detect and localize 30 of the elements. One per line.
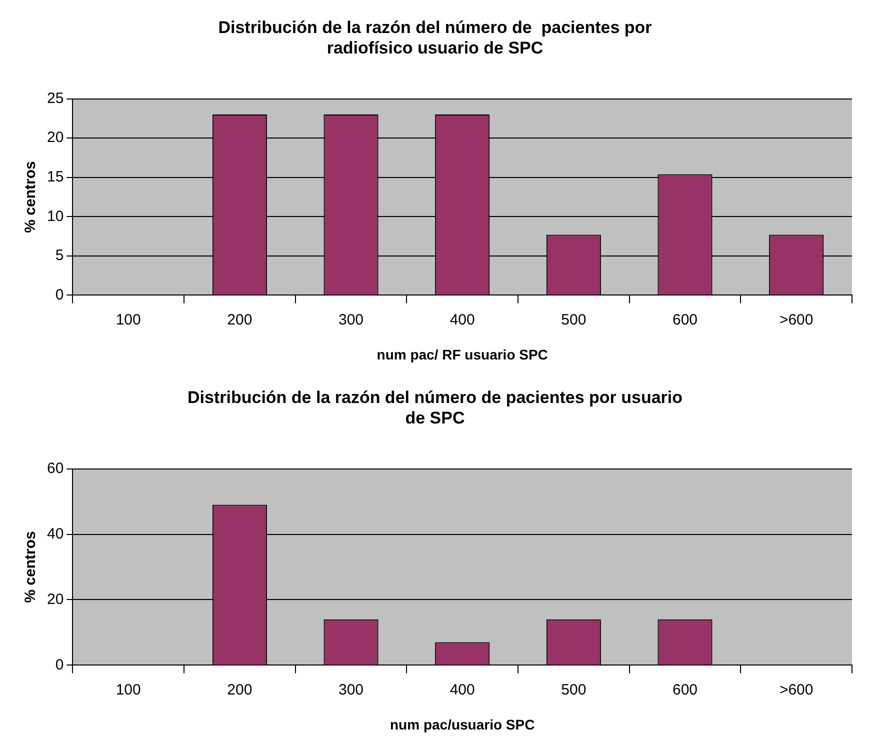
x-tick-label: 100 [116, 681, 141, 698]
x-tick-label: 500 [561, 311, 586, 328]
y-tick-label: 5 [55, 247, 64, 264]
x-tick-label: 100 [116, 311, 141, 328]
x-tick-label: 600 [672, 311, 698, 328]
x-axis-title: num pac/ RF usuario SPC [376, 346, 548, 362]
x-tick-label: 300 [338, 311, 364, 328]
x-tick-label: 600 [672, 681, 698, 698]
y-tick-label: 15 [46, 168, 64, 186]
x-tick-label: 200 [227, 681, 252, 698]
x-tick-label: 200 [227, 311, 252, 328]
y-tick-label: 20 [46, 129, 64, 146]
x-tick-label: 300 [338, 681, 364, 698]
y-tick-label: 40 [46, 525, 64, 542]
x-tick-label: 400 [450, 681, 475, 698]
chart-title: Distribución de la razón del número de pacientes por radiofísico usuario de SPC [218, 18, 652, 58]
y-tick-label: 0 [55, 656, 64, 674]
y-axis-title: % centros [22, 161, 40, 233]
chart-title: Distribución de la razón del número de pacientes por usuario de SPC [188, 388, 682, 428]
x-tick-label: 400 [450, 311, 475, 328]
y-tick-label: 0 [55, 286, 64, 304]
y-tick-label: 25 [46, 90, 64, 107]
x-axis-title: num pac/usuario SPC [390, 716, 535, 732]
y-tick-label: 20 [46, 590, 64, 608]
x-tick-label: >600 [779, 681, 814, 698]
x-tick-label: 500 [561, 681, 586, 698]
y-tick-label: 60 [46, 460, 64, 477]
x-tick-label: >600 [779, 311, 814, 328]
y-axis-title: % centros [22, 531, 40, 603]
y-tick-label: 10 [46, 208, 64, 225]
